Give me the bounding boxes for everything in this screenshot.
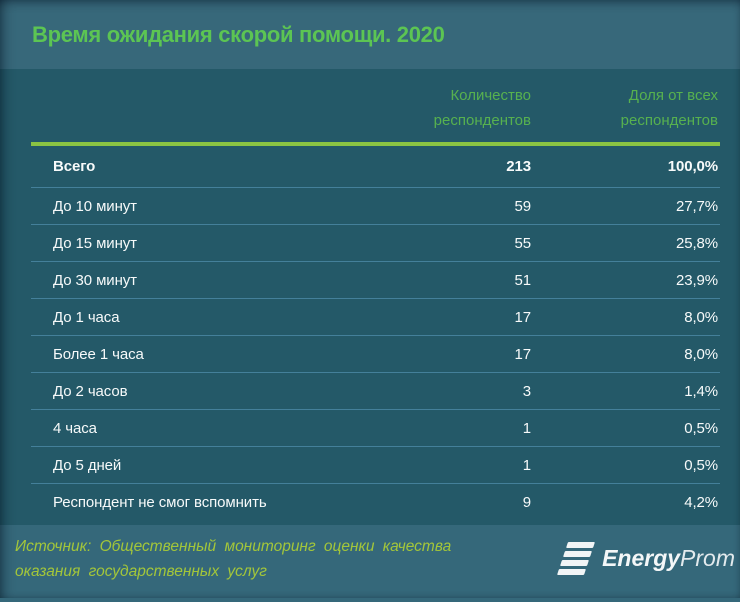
row-label: Более 1 часа	[53, 345, 144, 363]
row-label: До 30 минут	[53, 271, 137, 289]
row-count: 1	[522, 419, 531, 437]
column-header-count-line1: Количество	[450, 87, 531, 104]
row-count: 1	[522, 456, 531, 474]
column-header-count: Количество респондентов	[371, 83, 531, 133]
column-header-share-line1: Доля от всех	[628, 87, 718, 104]
row-share: 0,5%	[684, 456, 718, 474]
row-count: 9	[522, 494, 531, 511]
row-share: 23,9%	[675, 271, 718, 289]
row-count: 213	[506, 158, 531, 175]
column-header-share: Доля от всех респондентов	[531, 83, 720, 133]
row-label: 4 часа	[53, 419, 97, 437]
footer: Источник: Общественный мониторинг оценки…	[0, 525, 740, 602]
header-underline-rule	[31, 142, 720, 146]
row-share: 8,0%	[684, 308, 718, 326]
energyprom-logo: EnergyProm	[557, 540, 735, 576]
table-row: До 1 часа 17 8,0%	[31, 299, 720, 336]
title-band: Время ожидания скорой помощи. 2020	[0, 0, 740, 69]
energyprom-e-icon	[557, 540, 596, 576]
row-label: До 5 дней	[53, 456, 122, 474]
row-share: 4,2%	[684, 494, 718, 511]
row-label: До 1 часа	[53, 308, 120, 326]
row-share: 27,7%	[675, 197, 718, 215]
row-label: До 10 минут	[53, 197, 137, 215]
row-share: 0,5%	[684, 419, 718, 437]
column-header-share-line2: респондентов	[620, 112, 718, 129]
logo-text-prom: Prom	[680, 544, 735, 571]
table-row: До 30 минут 51 23,9%	[31, 262, 720, 299]
table-row: До 10 минут 59 27,7%	[31, 188, 720, 225]
row-count: 59	[514, 197, 532, 215]
table-body: Всего 213 100,0% До 10 минут 59 27,7% До…	[31, 146, 720, 525]
energyprom-logo-text: EnergyProm	[602, 545, 735, 572]
row-count: 17	[514, 345, 532, 363]
row-share: 1,4%	[684, 382, 718, 400]
row-label: Всего	[53, 158, 96, 175]
row-share: 25,8%	[675, 234, 718, 252]
source-line-2: оказания государственных услуг	[15, 563, 267, 580]
logo-text-energy: Energy	[602, 544, 681, 571]
row-count: 51	[514, 271, 532, 289]
row-label: До 2 часов	[53, 382, 128, 400]
table-row: До 15 минут 55 25,8%	[31, 225, 720, 262]
table-header-row: Количество респондентов Доля от всех рес…	[31, 69, 720, 142]
table-row-total: Всего 213 100,0%	[31, 146, 720, 188]
row-label: До 15 минут	[53, 234, 137, 252]
row-count: 17	[514, 308, 532, 326]
column-header-count-line2: респондентов	[433, 112, 531, 129]
table-row: До 2 часов 3 1,4%	[31, 373, 720, 410]
table-row: Более 1 часа 17 8,0%	[31, 336, 720, 373]
table-row: До 5 дней 1 0,5%	[31, 447, 720, 484]
row-count: 3	[522, 382, 531, 400]
table-row: 4 часа 1 0,5%	[31, 410, 720, 447]
source-note: Источник: Общественный мониторинг оценки…	[0, 525, 451, 584]
row-share: 8,0%	[684, 345, 718, 363]
page-title: Время ожидания скорой помощи. 2020	[32, 21, 445, 47]
row-label: Респондент не смог вспомнить	[53, 494, 267, 511]
source-line-1: Источник: Общественный мониторинг оценки…	[15, 538, 452, 555]
table: Количество респондентов Доля от всех рес…	[0, 69, 740, 525]
row-count: 55	[514, 234, 532, 252]
row-share: 100,0%	[667, 158, 718, 175]
table-row: Респондент не смог вспомнить 9 4,2%	[31, 484, 720, 521]
